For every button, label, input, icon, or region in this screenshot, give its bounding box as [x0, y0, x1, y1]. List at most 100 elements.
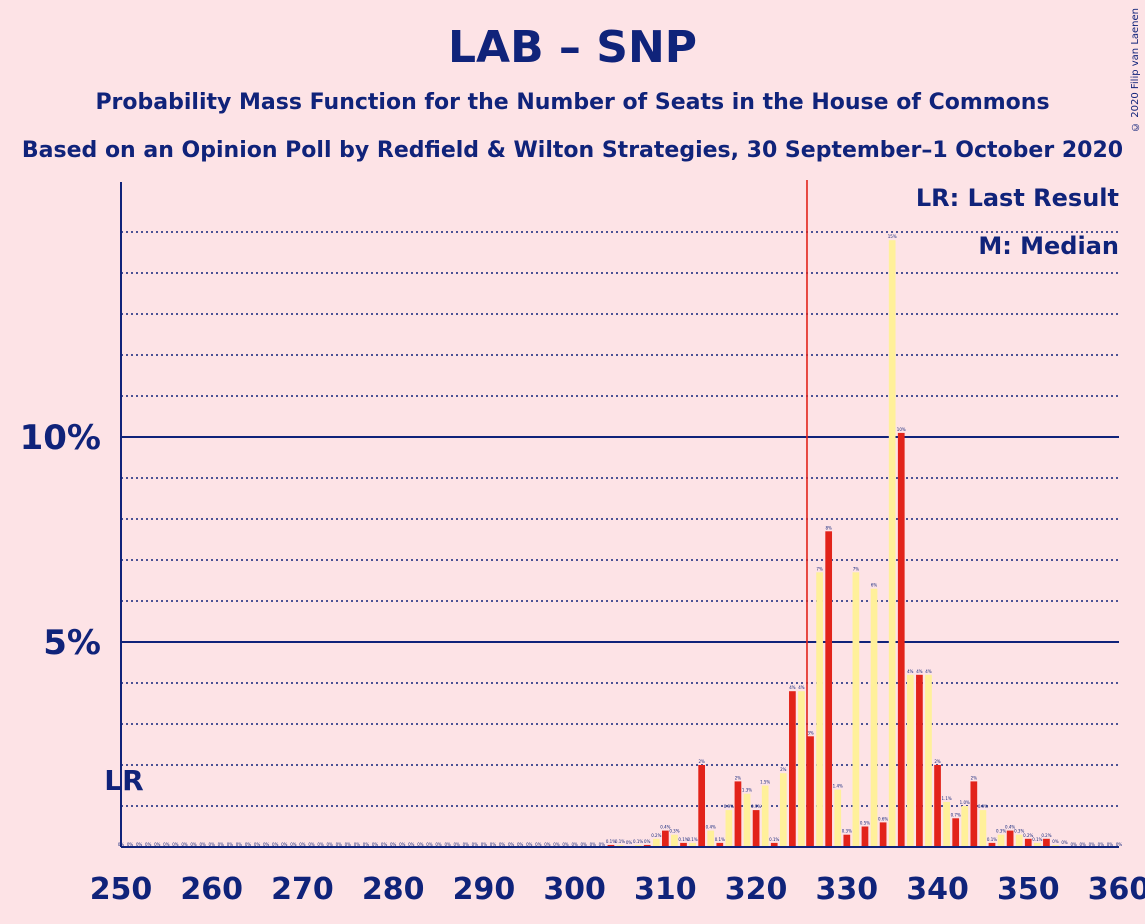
bar	[798, 691, 805, 847]
bar	[807, 736, 814, 847]
bar	[634, 844, 642, 847]
bar	[761, 785, 769, 847]
bar	[707, 830, 715, 847]
bar-value-label: 0.1%	[987, 837, 997, 842]
bar-value-label: 0%	[1080, 842, 1087, 847]
bar-value-label: 0%	[199, 842, 206, 847]
bar	[1015, 834, 1023, 847]
bar-value-label: 1.4%	[833, 784, 843, 789]
bar	[834, 789, 842, 847]
bar-value-label: 0%	[481, 842, 488, 847]
bar-value-label: 0%	[408, 842, 415, 847]
bar-value-label: 0.2%	[1041, 833, 1051, 838]
bar	[925, 674, 932, 847]
bar	[752, 810, 760, 847]
bar-value-label: 0%	[1052, 839, 1059, 844]
bar-value-label: 0.2%	[1023, 833, 1033, 838]
bar	[997, 834, 1005, 847]
bar	[870, 588, 878, 847]
bar-value-label: 0%	[562, 842, 569, 847]
bar	[607, 844, 615, 847]
bar-value-label: 0%	[163, 842, 170, 847]
bar	[725, 810, 733, 847]
bar-value-label: 1.0%	[960, 800, 970, 805]
bar-value-label: 0%	[571, 842, 578, 847]
bar	[825, 531, 833, 847]
bar-value-label: 0%	[1089, 842, 1096, 847]
bar-value-label: 0%	[272, 842, 279, 847]
bar	[988, 842, 996, 847]
legend-last-result: LR: Last Result	[915, 184, 1119, 212]
bar	[698, 765, 706, 847]
y-tick-label: 10%	[20, 418, 101, 458]
bar	[943, 801, 950, 847]
bar-value-label: 0%	[1107, 842, 1114, 847]
bar-value-label: 0%	[399, 842, 406, 847]
bar-value-label: 0.3%	[1014, 829, 1024, 834]
bar-value-label: 1.3%	[742, 788, 752, 793]
bar-value-label: 0%	[390, 842, 397, 847]
bar-value-label: 0%	[317, 842, 324, 847]
bar-value-label: 0%	[145, 842, 152, 847]
bar	[662, 830, 669, 847]
bar-value-label: 3%	[807, 730, 814, 735]
bar	[934, 765, 941, 847]
bar-value-label: 0%	[372, 842, 379, 847]
bar-value-label: 0%	[535, 842, 542, 847]
bar	[879, 822, 887, 847]
bar-value-label: 0%	[581, 842, 588, 847]
bar-value-label: 0.1%	[615, 839, 625, 844]
x-tick-label: 260	[180, 872, 243, 907]
bar	[689, 842, 696, 847]
bar	[979, 810, 987, 847]
bar-value-label: 0.7%	[951, 812, 961, 817]
bar	[952, 818, 960, 847]
bar-value-label: 0%	[1070, 842, 1077, 847]
bar	[1006, 830, 1014, 847]
x-tick-label: 310	[634, 872, 697, 907]
bar	[734, 781, 742, 847]
bar	[716, 842, 724, 847]
bar	[961, 806, 969, 847]
bar-value-label: 0%	[190, 842, 197, 847]
bar-value-label: 0.1%	[678, 837, 688, 842]
bar-value-label: 0.5%	[860, 821, 870, 826]
bar-value-label: 0.3%	[842, 829, 852, 834]
bar-value-label: 0.1%	[606, 839, 616, 844]
bar-value-label: 0%	[299, 842, 306, 847]
bar-value-label: 0%	[454, 842, 461, 847]
y-tick-label: 5%	[43, 623, 101, 663]
bar	[779, 773, 787, 847]
bar-value-label: 0.1%	[1032, 837, 1042, 842]
bar-value-label: 0%	[254, 842, 261, 847]
bar-value-label: 0%	[463, 842, 470, 847]
bar	[816, 572, 823, 847]
bar-value-label: 0%	[290, 842, 297, 847]
bar	[970, 781, 978, 847]
bar-value-label: 0%	[172, 842, 179, 847]
x-tick-label: 320	[725, 872, 788, 907]
bar-value-label: 0.9%	[751, 804, 761, 809]
bar-value-label: 0%	[553, 842, 560, 847]
bar	[652, 838, 660, 847]
bar-value-label: 0.4%	[660, 825, 670, 830]
bar-value-label: 0%	[644, 839, 651, 844]
bar	[916, 674, 923, 847]
bar	[1052, 844, 1059, 847]
bar-value-label: 0%	[326, 842, 333, 847]
bar	[852, 572, 860, 847]
bar	[888, 240, 896, 847]
bar	[861, 826, 869, 847]
bar	[843, 834, 851, 847]
bar-value-label: 0%	[426, 842, 433, 847]
bar-value-label: 0%	[1098, 842, 1105, 847]
bar	[897, 432, 905, 847]
bar	[643, 844, 651, 847]
bar	[1043, 838, 1050, 847]
bar-value-label: 0%	[381, 842, 388, 847]
bar-value-label: 0%	[263, 842, 270, 847]
bar-value-label: 4%	[925, 669, 932, 674]
bar-value-label: 0%	[517, 842, 524, 847]
bar	[770, 842, 778, 847]
